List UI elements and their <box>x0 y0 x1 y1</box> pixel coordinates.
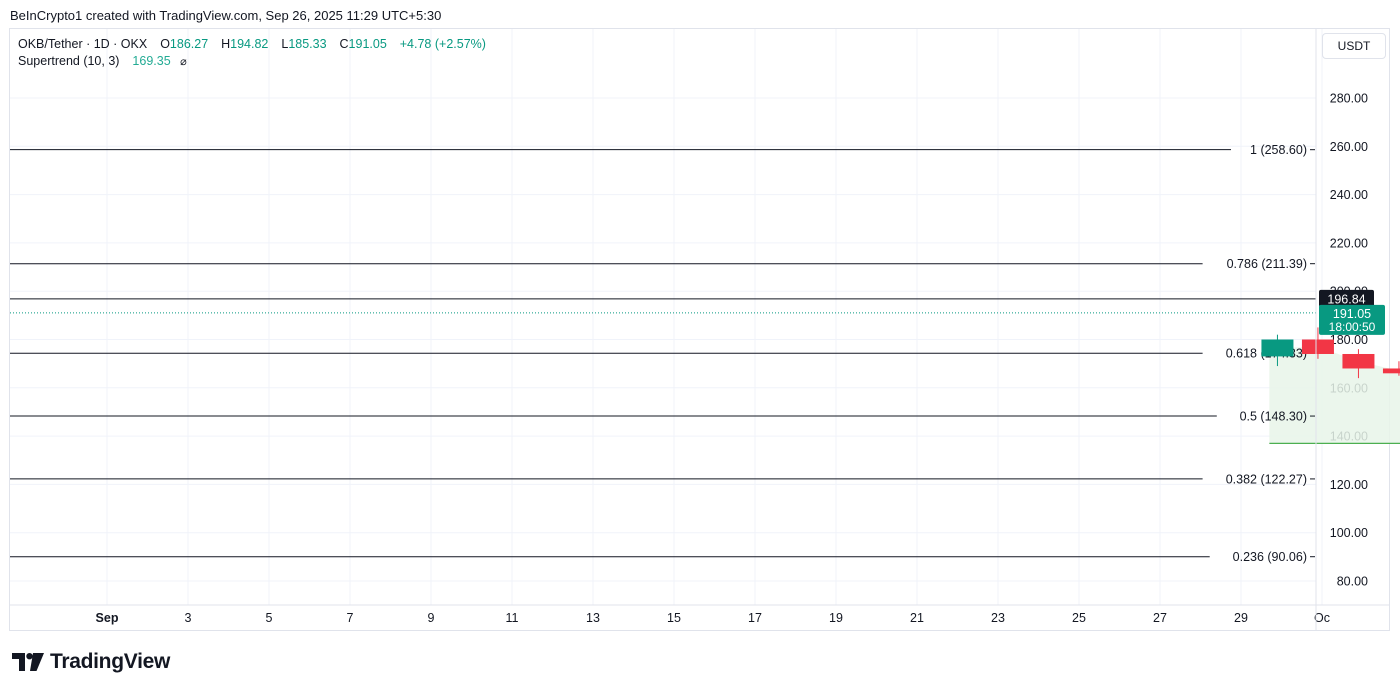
x-tick-label: 7 <box>347 611 354 625</box>
y-tick-label: 100.00 <box>1330 526 1368 540</box>
chart-legend: OKB/Tether · 1D · OKX O186.27 H194.82 L1… <box>18 36 486 71</box>
x-tick-label: 9 <box>428 611 435 625</box>
tradingview-logo[interactable]: TradingView <box>12 650 170 674</box>
close-label: C <box>339 37 349 51</box>
x-tick-label: 11 <box>506 611 519 625</box>
y-tick-label: 240.00 <box>1330 188 1368 202</box>
candle-body <box>1342 353 1375 369</box>
x-tick-label: 21 <box>910 611 924 625</box>
candle-body <box>1261 339 1294 357</box>
x-tick-label: 23 <box>991 611 1005 625</box>
fib-level-label: 0.5 (148.30) <box>1240 410 1307 424</box>
tradingview-brand: TradingView <box>50 650 171 673</box>
y-tick-label: 280.00 <box>1330 92 1368 106</box>
plot: 80.00100.00120.00140.00160.00180.00200.0… <box>10 29 1400 630</box>
ohlc-row: OKB/Tether · 1D · OKX O186.27 H194.82 L1… <box>18 36 486 53</box>
candle-body <box>1382 368 1400 374</box>
level-price-tag-label: 196.84 <box>1327 292 1365 306</box>
x-tick-label: Sep <box>96 611 119 625</box>
open-value: 186.27 <box>169 37 209 51</box>
indicator-row[interactable]: Supertrend (10, 3) 169.35 ⌀ <box>18 53 486 71</box>
close-value: 191.05 <box>348 37 387 51</box>
high-label: H <box>221 37 231 51</box>
chart-attribution: BeInCrypto1 created with TradingView.com… <box>10 8 442 23</box>
x-tick-label: 13 <box>586 611 600 625</box>
x-tick-label: 15 <box>667 611 681 625</box>
last-price-countdown: 18:00:50 <box>1329 320 1376 334</box>
fib-level-label: 1 (258.60) <box>1250 143 1307 157</box>
tradingview-logo-icon <box>12 653 44 671</box>
y-tick-label: 220.00 <box>1330 236 1368 250</box>
supertrend-fill <box>1269 346 1400 444</box>
x-tick-label: 5 <box>266 611 273 625</box>
eye-off-icon[interactable]: ⌀ <box>180 56 187 68</box>
symbol-label[interactable]: OKB/Tether · 1D · OKX <box>18 37 148 51</box>
x-tick-label: 25 <box>1072 611 1086 625</box>
open-label: O <box>160 37 170 51</box>
grid <box>10 29 1323 605</box>
candle-body <box>1301 339 1334 354</box>
y-tick-label: 260.00 <box>1330 140 1368 154</box>
y-tick-label: 180.00 <box>1330 333 1368 347</box>
high-value: 194.82 <box>230 37 269 51</box>
change-value: +4.78 (+2.57%) <box>399 37 486 51</box>
currency-button[interactable]: USDT <box>1322 33 1386 59</box>
low-value: 185.33 <box>288 37 327 51</box>
last-price-tag-label: 191.05 <box>1333 307 1371 321</box>
x-tick-label: 19 <box>829 611 843 625</box>
chart-frame <box>9 28 1390 631</box>
x-tick-label: Oc <box>1314 611 1330 625</box>
y-tick-label: 80.00 <box>1337 575 1368 589</box>
y-tick-label: 120.00 <box>1330 478 1368 492</box>
indicator-value: 169.35 <box>132 54 171 68</box>
fib-level-label: 0.382 (122.27) <box>1226 472 1307 486</box>
level-price-tag <box>1319 289 1374 307</box>
last-price-tag <box>1319 304 1385 335</box>
x-tick-label: 17 <box>748 611 762 625</box>
indicator-name[interactable]: Supertrend (10, 3) <box>18 54 120 68</box>
fib-level-label: 0.786 (211.39) <box>1227 257 1307 271</box>
x-tick-label: 27 <box>1153 611 1167 625</box>
x-tick-label: 29 <box>1234 611 1248 625</box>
x-tick-label: 3 <box>185 611 192 625</box>
low-label: L <box>281 37 289 51</box>
fib-level-label: 0.236 (90.06) <box>1233 550 1307 564</box>
